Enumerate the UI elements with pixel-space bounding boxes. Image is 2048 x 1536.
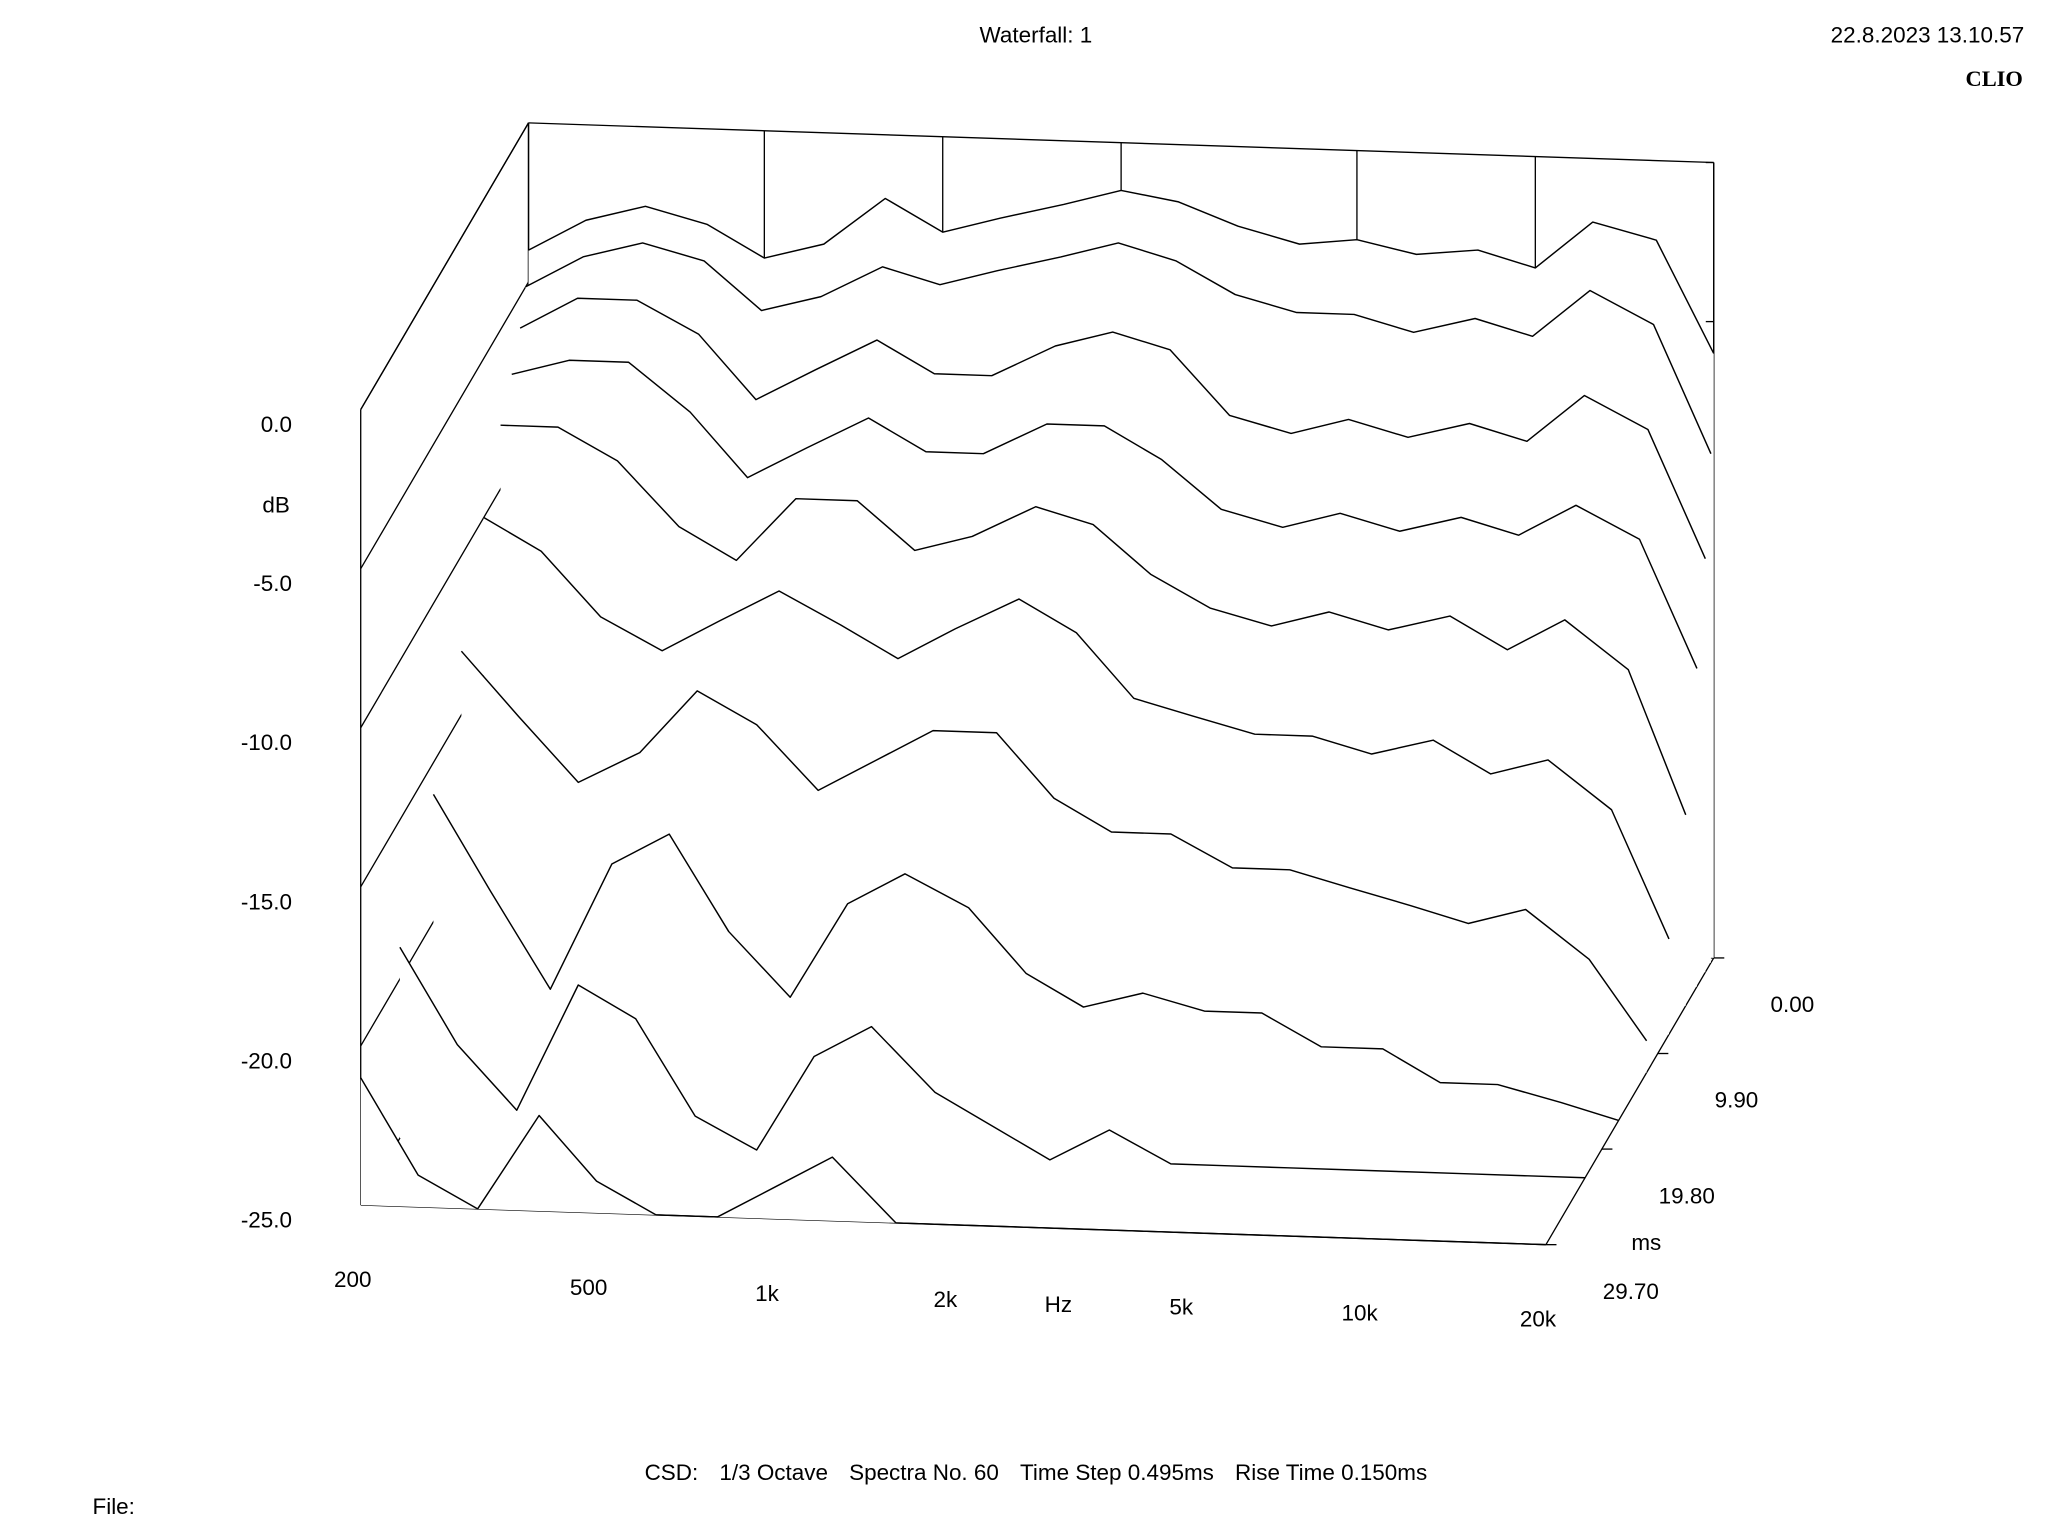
x-tick-label: 1k [755, 1281, 779, 1306]
spectrum-line [519, 297, 1706, 559]
info-item: Rise Time 0.150ms [1235, 1460, 1427, 1485]
chart-title: Waterfall: 1 [980, 22, 1093, 47]
spectrum-line [460, 650, 1648, 1042]
grid-line [360, 281, 530, 570]
z-tick-label: 29.70 [1603, 1279, 1659, 1304]
spectrum-line [500, 424, 1687, 816]
info-item: 1/3 Octave [719, 1460, 828, 1485]
x-tick-label: 5k [1169, 1295, 1193, 1320]
x-tick-label: 200 [334, 1267, 371, 1292]
y-tick-label: 0.0 [261, 412, 292, 437]
spectrum-fill [433, 794, 1619, 1121]
file-label: File: [92, 1494, 134, 1519]
grid-line [360, 122, 530, 410]
x-tick-label: 10k [1341, 1301, 1378, 1326]
z-tick-label: 0.00 [1771, 992, 1815, 1017]
y-tick-label: -25.0 [241, 1207, 292, 1232]
y-tick-label: -20.0 [241, 1048, 292, 1073]
spectrum-line [432, 794, 1619, 1122]
spectrum-line [525, 242, 1712, 454]
x-tick-label: 20k [1520, 1307, 1557, 1332]
spectrum-line [399, 946, 1586, 1179]
spectrum-fill [399, 947, 1586, 1178]
info-line: CSD: 1/3 Octave Spectra No. 60 Time Step 0.… [645, 1460, 1428, 1485]
y-tick-label: -5.0 [253, 571, 292, 596]
info-item: Spectra No. 60 [849, 1460, 999, 1485]
y-tick-label: -15.0 [241, 889, 292, 914]
spectrum-line [511, 359, 1698, 669]
z-tick-label: 9.90 [1715, 1088, 1759, 1113]
y-axis-label: dB [262, 493, 289, 518]
brand: CLIO [1965, 66, 2022, 91]
spectrum-line [483, 516, 1670, 940]
timestamp: 22.8.2023 13.10.57 [1831, 22, 2025, 47]
spectrum-line [360, 1077, 1546, 1246]
spectrum-line [528, 189, 1715, 354]
x-axis-label: Hz [1045, 1292, 1072, 1317]
x-tick-label: 2k [934, 1287, 958, 1312]
z-axis-label: ms [1631, 1230, 1661, 1255]
info-item: CSD: [645, 1460, 699, 1485]
z-tick-label: 19.80 [1659, 1183, 1715, 1208]
y-tick-label: -10.0 [241, 730, 292, 755]
info-item: Time Step 0.495ms [1020, 1460, 1214, 1485]
x-tick-label: 500 [570, 1275, 607, 1300]
